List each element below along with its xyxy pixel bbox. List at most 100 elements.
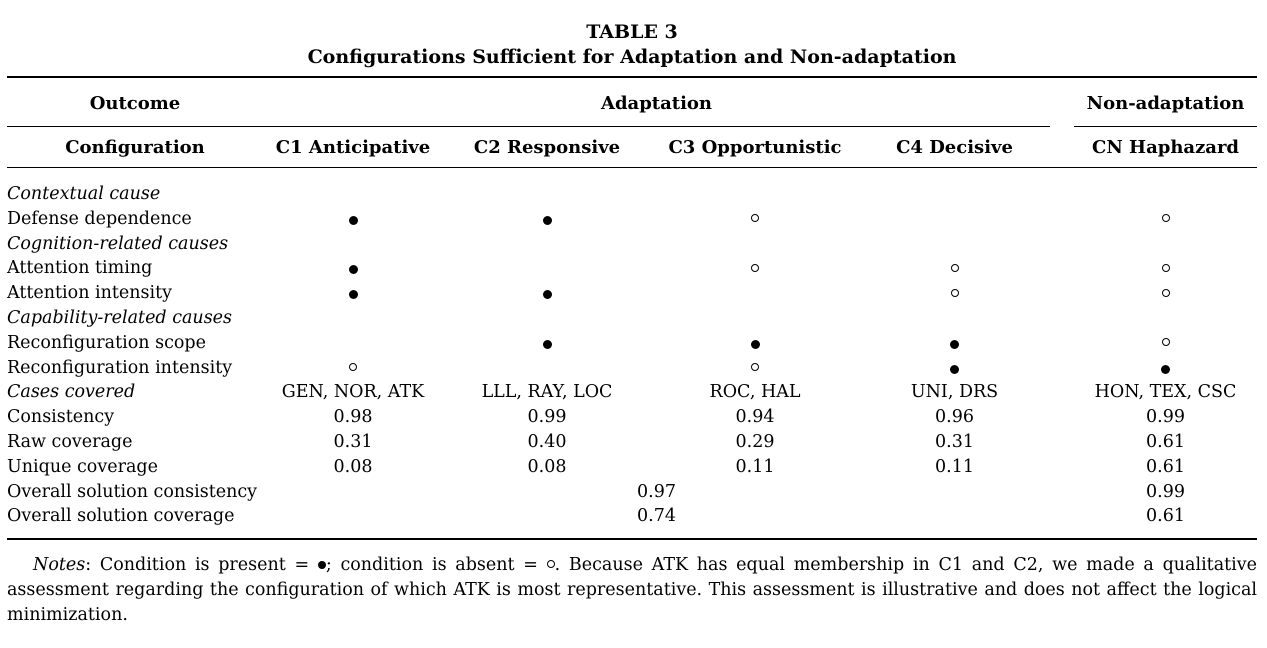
condition-cell [651, 331, 859, 356]
row-label: Reconfiguration intensity [7, 357, 233, 378]
table-row: Attention intensity [7, 281, 1257, 306]
value-cell: GEN, NOR, ATK [281, 382, 425, 403]
configurations-table: Outcome Adaptation Non-adaptation Config… [7, 78, 1258, 529]
overall-consistency-row: Overall solution consistency 0.97 0.99 [7, 480, 1257, 505]
absent-circle-icon [1161, 338, 1170, 347]
present-dot-icon [348, 265, 358, 275]
column-gap [1050, 207, 1074, 232]
column-gap [1050, 480, 1074, 505]
condition-cell [443, 306, 651, 331]
column-gap [1050, 504, 1074, 529]
condition-cell [1074, 306, 1257, 331]
table-row: Capability-related causes [7, 306, 1257, 331]
absent-circle-icon [349, 363, 357, 372]
raw-coverage-row: Raw coverage 0.31 0.40 0.29 0.31 0.61 [7, 430, 1257, 455]
condition-cell [651, 232, 859, 257]
overall-nonadaptation-value: 0.61 [1146, 506, 1186, 527]
absent-circle-icon [751, 363, 759, 372]
value-cell: LLL, RAY, LOC [481, 382, 613, 403]
condition-cell [859, 331, 1050, 356]
condition-cell [651, 168, 859, 207]
condition-cell [1074, 232, 1257, 257]
condition-cell [443, 168, 651, 207]
section-label: Contextual cause [7, 184, 161, 204]
notes-text-3: . Because ATK has equal membership in C1… [7, 555, 1258, 626]
column-header: C2 Responsive [473, 136, 621, 158]
condition-cell [651, 256, 859, 281]
condition-cell [651, 306, 859, 331]
column-gap [1050, 380, 1074, 405]
present-dot-icon [1161, 364, 1171, 374]
column-gap [1050, 405, 1074, 430]
overall-nonadaptation-value: 0.99 [1146, 481, 1186, 502]
absent-circle-icon [1161, 263, 1170, 272]
cases-covered-row: Cases covered GEN, NOR, ATK LLL, RAY, LOC R… [7, 380, 1257, 405]
condition-cell [443, 281, 651, 306]
condition-cell [1074, 168, 1257, 207]
condition-cell [859, 207, 1050, 232]
condition-cell [263, 356, 443, 381]
absent-circle-icon [751, 263, 759, 272]
absent-circle-icon [751, 214, 759, 223]
table-row: Attention timing [7, 256, 1257, 281]
condition-cell [859, 168, 1050, 207]
absent-circle-icon [950, 263, 959, 272]
column-header: C1 Anticipative [275, 136, 431, 158]
row-label: Raw coverage [7, 431, 133, 452]
column-header: C4 Decisive [896, 136, 1013, 158]
column-header: CN Haphazard [1092, 136, 1240, 158]
condition-cell [859, 281, 1050, 306]
condition-cell [651, 281, 859, 306]
condition-cell [263, 331, 443, 356]
condition-cell [859, 256, 1050, 281]
notes-lead: Notes [33, 555, 86, 576]
present-dot-icon [950, 364, 960, 374]
condition-cell [443, 356, 651, 381]
header-rule [7, 167, 1258, 168]
condition-cell [859, 232, 1050, 257]
value-cell: 0.11 [935, 456, 974, 477]
absent-circle-icon [1161, 214, 1170, 223]
condition-cell [263, 168, 443, 207]
value-cell: 0.11 [735, 456, 775, 477]
table-row: Defense dependence [7, 207, 1257, 232]
column-gap [1050, 256, 1074, 281]
value-cell: 0.99 [527, 407, 567, 428]
value-cell: ROC, HAL [709, 382, 801, 403]
present-dot-icon [950, 339, 960, 349]
present-dot-icon [542, 339, 552, 349]
value-cell: 0.99 [1146, 407, 1186, 428]
notes-text-1: : Condition is present = [85, 555, 318, 576]
condition-cell [263, 232, 443, 257]
condition-cell [651, 356, 859, 381]
condition-cell [859, 306, 1050, 331]
table-container: TABLE 3 Configurations Sufficient for Ad… [7, 20, 1258, 628]
column-gap [1050, 306, 1074, 331]
column-gap [1050, 331, 1074, 356]
condition-cell [1074, 356, 1257, 381]
value-cell: 0.40 [527, 431, 567, 452]
condition-cell [1074, 207, 1257, 232]
notes-text-2: ; condition is absent = [325, 555, 547, 576]
adaptation-header: Adaptation [263, 78, 1051, 127]
table-notes: Notes: Condition is present = ; conditio… [7, 553, 1257, 628]
column-gap [1050, 281, 1074, 306]
condition-cell [263, 306, 443, 331]
table-title: Configurations Sufficient for Adaptation… [307, 46, 957, 68]
condition-cell [1074, 331, 1257, 356]
row-label: Unique coverage [7, 456, 158, 477]
nonadaptation-header: Non-adaptation [1074, 78, 1258, 127]
value-cell: 0.29 [735, 431, 775, 452]
row-label: Reconfiguration scope [7, 332, 206, 353]
value-cell: HON, TEX, CSC [1094, 382, 1237, 403]
value-cell: 0.08 [333, 456, 373, 477]
value-cell: 0.94 [735, 407, 775, 428]
condition-cell [443, 331, 651, 356]
condition-cell [1074, 281, 1257, 306]
table-number: TABLE 3 [586, 21, 678, 43]
condition-cell [263, 256, 443, 281]
row-label: Defense dependence [7, 208, 192, 229]
overall-coverage-row: Overall solution coverage 0.74 0.61 [7, 504, 1257, 529]
overall-adaptation-value: 0.74 [637, 506, 676, 527]
condition-cell [1074, 256, 1257, 281]
